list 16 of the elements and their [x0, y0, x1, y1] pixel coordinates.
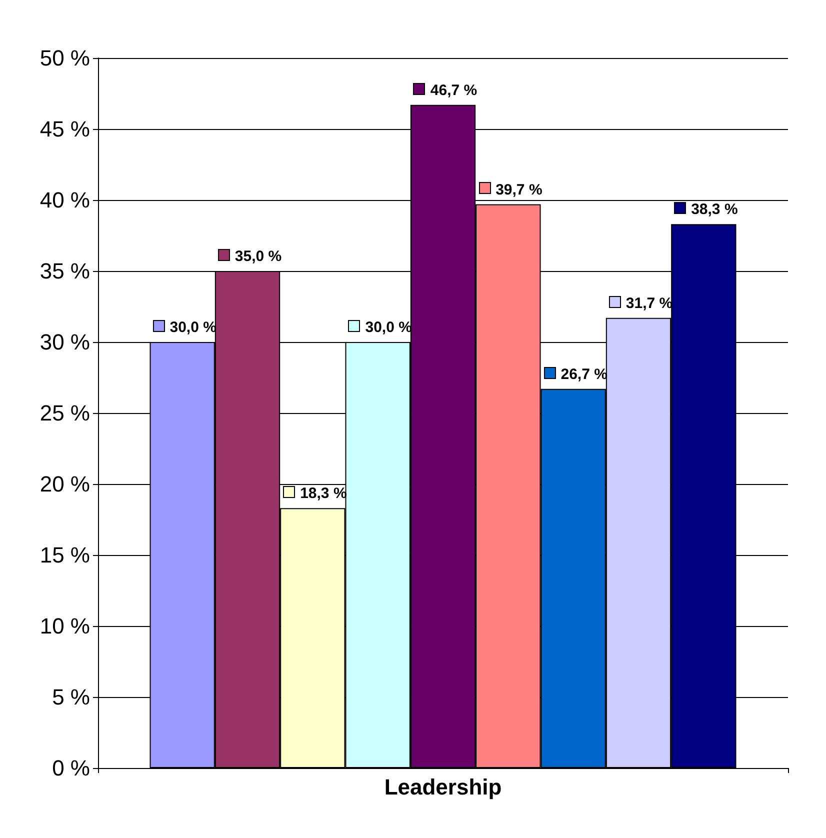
y-tick-label: 20 %: [40, 472, 90, 496]
data-label: 35,0 %: [234, 248, 282, 265]
y-tick-label: 30 %: [40, 330, 90, 354]
y-tick-label: 25 %: [40, 400, 90, 426]
y-tick-label: 40 %: [40, 188, 90, 212]
data-label: 46,7 %: [430, 82, 478, 99]
y-tick-label: 0 %: [52, 756, 90, 780]
x-tick-label: Leadership: [384, 774, 502, 800]
y-tick-label: 5 %: [52, 684, 90, 710]
y-tick-label: 15 %: [40, 542, 90, 568]
y-tick-label: 45 %: [40, 116, 90, 142]
y-tick-label: 35 %: [40, 258, 90, 284]
y-tick-label: 10 %: [40, 614, 90, 638]
y-tick-label: 50 %: [40, 46, 90, 70]
data-label: 39,7 %: [496, 181, 542, 198]
data-label: 38,3 %: [691, 201, 738, 218]
